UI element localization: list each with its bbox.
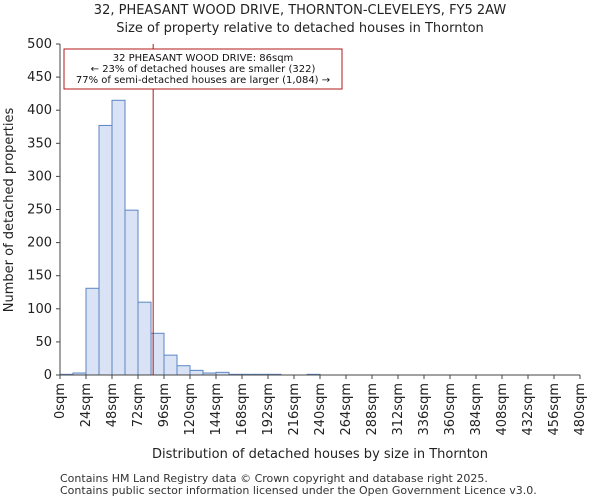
y-tick-label: 500 xyxy=(27,37,52,52)
x-tick-label: 384sqm xyxy=(469,383,484,436)
bar-120-132 xyxy=(189,369,204,376)
x-tick-label: 96sqm xyxy=(157,383,172,427)
x-tick-label: 216sqm xyxy=(287,383,302,436)
x-tick-label: 24sqm xyxy=(79,383,94,427)
x-tick-label: 120sqm xyxy=(183,383,198,436)
footer-licence: Contains public sector information licen… xyxy=(60,484,537,497)
annotation-box xyxy=(63,48,343,90)
y-tick-label: 200 xyxy=(27,236,52,251)
x-tick-label: 240sqm xyxy=(313,383,328,436)
x-tick-label: 192sqm xyxy=(261,383,276,436)
x-tick-label: 48sqm xyxy=(105,383,120,427)
bar-96-108 xyxy=(163,354,178,376)
x-tick-label: 0sqm xyxy=(53,383,68,419)
y-tick-label: 400 xyxy=(27,103,52,118)
x-tick-label: 168sqm xyxy=(235,383,250,436)
x-tick-label: 72sqm xyxy=(131,383,146,427)
x-tick-label: 264sqm xyxy=(339,383,354,436)
footer-copyright: Contains HM Land Registry data © Crown c… xyxy=(60,472,488,485)
bar-36-48 xyxy=(98,124,113,376)
bar-72-84 xyxy=(137,301,152,376)
y-tick-label: 350 xyxy=(27,136,52,151)
annotation-line-3: 77% of semi-detached houses are larger (… xyxy=(76,75,330,86)
bar-108-120 xyxy=(176,365,191,376)
y-tick-label: 50 xyxy=(35,335,52,350)
x-axis-label: Distribution of detached houses by size … xyxy=(152,447,488,462)
y-tick-label: 100 xyxy=(27,302,52,317)
x-tick-label: 144sqm xyxy=(209,383,224,436)
y-tick-label: 150 xyxy=(27,269,52,284)
y-tick-label: 0 xyxy=(44,368,52,383)
x-tick-label: 312sqm xyxy=(391,383,406,436)
x-tick-label: 336sqm xyxy=(417,383,432,436)
annotation-line-1: 32 PHEASANT WOOD DRIVE: 86sqm xyxy=(113,53,294,64)
x-tick-label: 288sqm xyxy=(365,383,380,436)
y-tick-label: 250 xyxy=(27,203,52,218)
bar-24-36 xyxy=(85,287,100,376)
annotation-line-2: ← 23% of detached houses are smaller (32… xyxy=(91,64,316,75)
y-tick-label: 300 xyxy=(27,169,52,184)
y-tick-label: 450 xyxy=(27,70,52,85)
chart-title: 32, PHEASANT WOOD DRIVE, THORNTON-CLEVEL… xyxy=(93,3,507,18)
bar-48-60 xyxy=(111,99,126,376)
bar-60-72 xyxy=(124,209,139,376)
chart-subtitle: Size of property relative to detached ho… xyxy=(116,21,484,36)
x-tick-label: 432sqm xyxy=(521,383,536,436)
y-axis-label: Number of detached properties xyxy=(2,108,17,313)
x-tick-label: 360sqm xyxy=(443,383,458,436)
x-tick-label: 480sqm xyxy=(573,383,588,436)
x-tick-label: 456sqm xyxy=(547,383,562,436)
x-tick-label: 408sqm xyxy=(495,383,510,436)
